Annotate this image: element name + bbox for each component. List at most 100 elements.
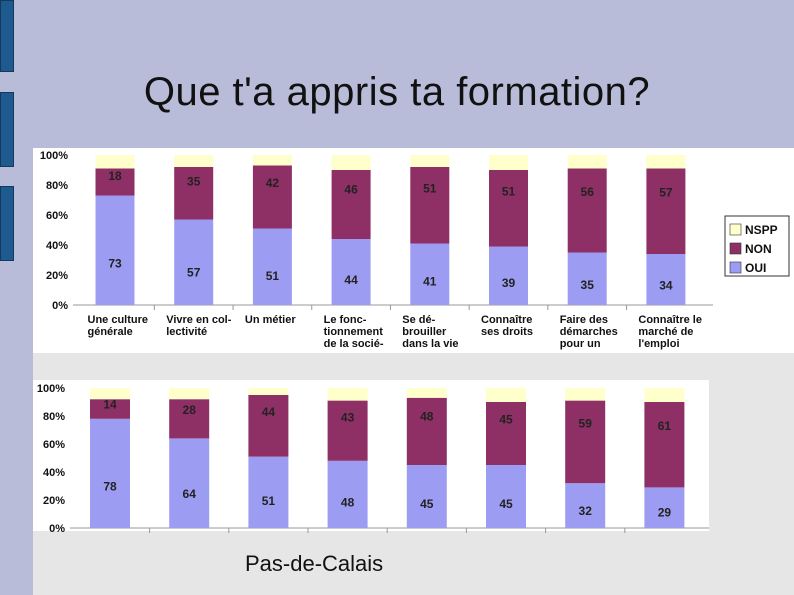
data-label-oui: 44 xyxy=(344,273,358,287)
category-label: ses droits xyxy=(481,326,533,338)
data-label-non: 14 xyxy=(103,398,117,412)
y-tick-label: 60% xyxy=(46,210,68,222)
data-label-oui: 78 xyxy=(103,480,117,494)
bar-segment-oui xyxy=(252,228,292,305)
bar-segment-non xyxy=(252,165,292,229)
bar-segment-oui xyxy=(95,195,135,305)
data-label-non: 59 xyxy=(579,417,593,431)
bar-segment-nspp xyxy=(489,155,528,170)
bar-segment-non xyxy=(565,400,606,484)
bar-segment-nspp xyxy=(174,155,214,167)
bar-segment-non xyxy=(567,168,607,253)
data-label-non: 45 xyxy=(499,413,513,427)
legend-swatch-non xyxy=(729,242,742,255)
data-label-oui: 45 xyxy=(420,497,434,511)
category-label: générale xyxy=(88,326,133,338)
bar-segment-nspp xyxy=(565,388,606,401)
bar-segment-oui xyxy=(174,219,214,305)
bar-segment-nspp xyxy=(248,388,289,395)
slide-title: Que t'a appris ta formation? xyxy=(143,70,651,114)
bar-segment-oui xyxy=(567,252,607,305)
bar-segment-oui xyxy=(169,438,210,528)
category-label: Le fonc- xyxy=(324,314,367,326)
y-tick-label: 0% xyxy=(52,300,68,312)
bar-segment-nspp xyxy=(410,155,450,167)
legend: NSPP NON OUI xyxy=(724,215,790,277)
y-tick-label: 80% xyxy=(43,411,65,423)
data-label-non: 51 xyxy=(502,184,516,198)
bar-segment-nspp xyxy=(646,155,686,169)
category-label: de la socié- xyxy=(324,338,384,350)
data-label-oui: 34 xyxy=(659,279,673,293)
category-label: dans la vie xyxy=(402,338,458,350)
data-label-non: 48 xyxy=(420,410,434,424)
y-tick-label: 100% xyxy=(40,150,68,162)
bar-segment-non xyxy=(646,168,686,254)
data-label-oui: 41 xyxy=(423,275,437,289)
bar-segment-non xyxy=(90,399,130,419)
bar-segment-non xyxy=(327,400,368,461)
legend-label-oui: OUI xyxy=(745,261,766,275)
bar-segment-non xyxy=(644,402,685,488)
category-label: l'emploi xyxy=(638,338,679,350)
data-label-non: 46 xyxy=(344,182,358,196)
data-label-non: 61 xyxy=(658,419,672,433)
chart-bottom: 0% 20% 40% 60% 80% 100% 78 14 64 28 51 44 48 43 45 48 45… xyxy=(33,380,709,535)
bar-segment-oui xyxy=(331,239,371,305)
data-label-non: 43 xyxy=(341,410,355,424)
bar-segment-non xyxy=(489,170,528,247)
bar-segment-oui xyxy=(406,465,447,528)
legend-swatch-oui xyxy=(729,261,742,274)
category-label: Un métier xyxy=(245,314,296,326)
category-label: marché de xyxy=(638,326,693,338)
bar-segment-oui xyxy=(565,483,606,528)
y-tick-label: 40% xyxy=(46,240,68,252)
category-label: pour un xyxy=(560,338,601,350)
bar-segment-nspp xyxy=(252,155,292,166)
data-label-oui: 57 xyxy=(187,266,201,280)
bar-segment-oui xyxy=(644,487,685,528)
data-label-oui: 48 xyxy=(341,495,355,509)
data-label-non: 56 xyxy=(581,185,595,199)
data-label-oui: 39 xyxy=(502,276,516,290)
bar-segment-non xyxy=(174,167,214,220)
category-label: Une culture xyxy=(88,314,149,326)
decoration-block xyxy=(0,92,14,167)
decoration-block xyxy=(0,186,14,261)
bar-segment-oui xyxy=(90,418,130,528)
data-label-non: 28 xyxy=(183,403,197,417)
data-label-oui: 51 xyxy=(266,269,280,283)
bar-segment-nspp xyxy=(406,388,447,398)
bar-segment-non xyxy=(331,170,371,239)
data-label-oui: 35 xyxy=(581,278,595,292)
data-label-non: 35 xyxy=(187,175,201,189)
data-label-non: 42 xyxy=(266,176,280,190)
y-tick-label: 0% xyxy=(49,523,65,535)
charts-area: 0% 20% 40% 60% 80% 100% 73 18 Une culturegénéral… xyxy=(33,148,794,535)
category-label: Connaître xyxy=(481,314,532,326)
category-label: démarches xyxy=(560,326,618,338)
bar-segment-nspp xyxy=(644,388,685,402)
data-label-non: 51 xyxy=(423,181,437,195)
bar-segment-nspp xyxy=(90,388,130,400)
y-tick-label: 100% xyxy=(37,383,65,395)
bar-segment-non xyxy=(406,397,447,465)
y-tick-label: 20% xyxy=(46,270,68,282)
data-label-non: 18 xyxy=(108,169,122,183)
bar-segment-non xyxy=(95,168,135,196)
y-tick-label: 40% xyxy=(43,467,65,479)
bar-segment-non xyxy=(248,395,289,457)
data-label-oui: 29 xyxy=(658,506,672,520)
chart-plot-background xyxy=(33,380,709,531)
category-label: brouiller xyxy=(402,326,447,338)
legend-label-nspp: NSPP xyxy=(745,223,778,237)
category-label: Connaître le xyxy=(638,314,702,326)
category-label: Vivre en col- xyxy=(166,314,232,326)
data-label-oui: 45 xyxy=(499,497,513,511)
data-label-non: 57 xyxy=(659,185,673,199)
data-label-oui: 51 xyxy=(262,494,276,508)
y-tick-label: 20% xyxy=(43,495,65,507)
bar-segment-nspp xyxy=(95,155,135,169)
bar-segment-nspp xyxy=(567,155,607,169)
bar-segment-nspp xyxy=(327,388,368,401)
